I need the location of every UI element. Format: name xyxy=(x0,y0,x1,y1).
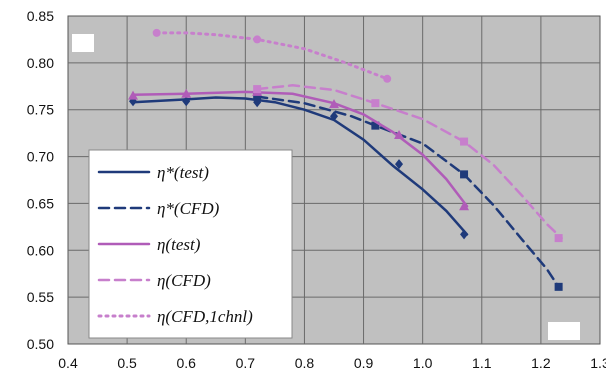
x-tick-label: 0.6 xyxy=(176,355,196,371)
legend-label: η*(CFD) xyxy=(157,199,220,218)
y-tick-label: 0.55 xyxy=(27,289,54,305)
x-tick-label: 0.4 xyxy=(58,355,78,371)
marker-diamond xyxy=(460,229,469,240)
x-tick-label: 0.9 xyxy=(354,355,374,371)
marker-diamond xyxy=(330,111,338,122)
marker-square xyxy=(554,282,563,291)
legend-label: η(CFD,1chnl) xyxy=(157,307,253,326)
series-1 xyxy=(253,92,563,291)
x-tick-label: 1.0 xyxy=(413,355,433,371)
y-tick-label: 0.80 xyxy=(27,55,54,71)
legend: η*(test) η*(CFD) η(test) η(CFD) η(CFD,1chnl) xyxy=(88,149,293,339)
x-tick-label: 1.2 xyxy=(531,355,551,371)
marker-circle xyxy=(253,35,262,44)
marker-circle xyxy=(383,74,392,83)
white-blob-top-left xyxy=(72,34,94,52)
marker-square xyxy=(253,92,262,101)
marker-triangle xyxy=(181,88,192,98)
marker-triangle xyxy=(128,90,139,100)
y-tick-label: 0.50 xyxy=(27,336,54,352)
y-tick-label: 0.70 xyxy=(27,149,54,165)
marker-square xyxy=(371,99,380,108)
series-line xyxy=(131,96,469,236)
marker-triangle xyxy=(329,99,339,109)
x-tick-label: 1.3 xyxy=(590,355,606,371)
series-line xyxy=(131,90,469,208)
marker-circle xyxy=(152,28,161,37)
x-tick-label: 1.1 xyxy=(472,355,492,371)
series-line xyxy=(255,84,563,240)
x-tick-label: 0.5 xyxy=(117,355,137,371)
series-layer xyxy=(128,28,563,291)
y-tick-label: 0.75 xyxy=(27,102,54,118)
y-axis: 0.50 0.55 0.60 0.65 0.70 0.75 0.80 0.85 xyxy=(27,8,54,352)
marker-square xyxy=(460,137,469,146)
marker-square xyxy=(253,85,262,94)
y-tick-label: 0.85 xyxy=(27,8,54,24)
marker-triangle xyxy=(394,130,405,140)
series-4 xyxy=(152,28,392,83)
legend-label: η(test) xyxy=(157,235,201,254)
series-3 xyxy=(253,84,563,243)
marker-square xyxy=(554,234,563,243)
marker-diamond xyxy=(395,159,404,170)
y-tick-label: 0.65 xyxy=(27,195,54,211)
x-tick-label: 0.8 xyxy=(295,355,315,371)
white-blob-bottom-right xyxy=(548,322,580,340)
legend-label: η(CFD) xyxy=(157,271,211,290)
legend-label: η*(test) xyxy=(157,163,209,182)
marker-square xyxy=(371,121,380,130)
marker-triangle xyxy=(459,201,470,211)
y-tick-label: 0.60 xyxy=(27,242,54,258)
marker-diamond xyxy=(182,96,191,107)
x-tick-label: 0.7 xyxy=(236,355,256,371)
marker-square xyxy=(460,170,469,179)
series-line xyxy=(255,95,560,289)
x-axis: 0.4 0.5 0.6 0.7 0.8 0.9 1.0 1.1 1.2 1.3 xyxy=(58,355,606,371)
series-2 xyxy=(128,86,470,211)
